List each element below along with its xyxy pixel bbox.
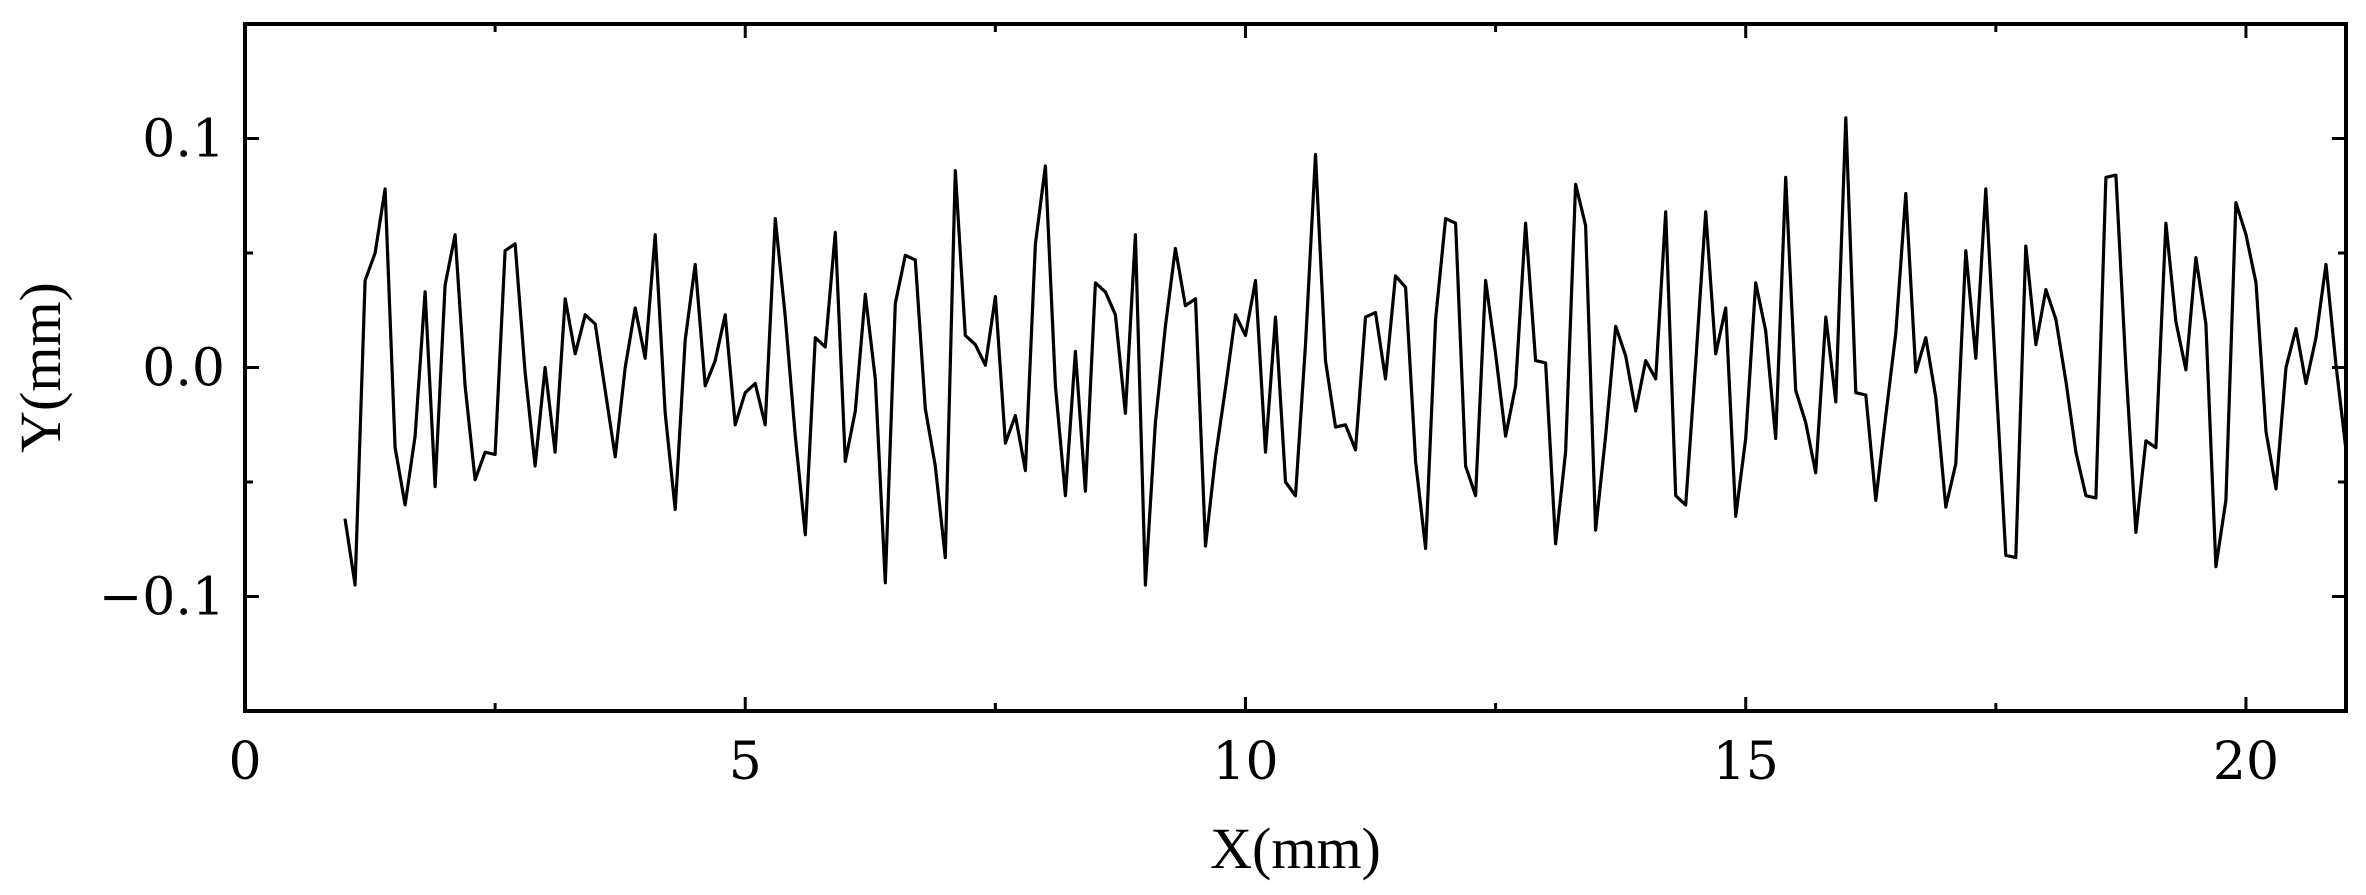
y-axis-label: Y(mm) — [8, 282, 73, 453]
y-tick-label: −0.1 — [99, 568, 225, 628]
x-tick-label: 5 — [729, 732, 762, 792]
x-tick-label: 10 — [1212, 732, 1278, 792]
x-axis-label: X(mm) — [1210, 816, 1381, 881]
y-tick-label: 0.0 — [142, 339, 225, 399]
y-tick-label: 0.1 — [142, 110, 225, 170]
x-tick-label: 0 — [228, 732, 261, 792]
tick-labels: 0 5 10 15 20 0.1 0.0 −0.1 — [99, 110, 2279, 793]
axis-ticks — [243, 24, 2346, 711]
x-tick-label: 20 — [2213, 732, 2279, 792]
x-tick-label: 15 — [1713, 732, 1779, 792]
series-line — [343, 116, 2348, 587]
